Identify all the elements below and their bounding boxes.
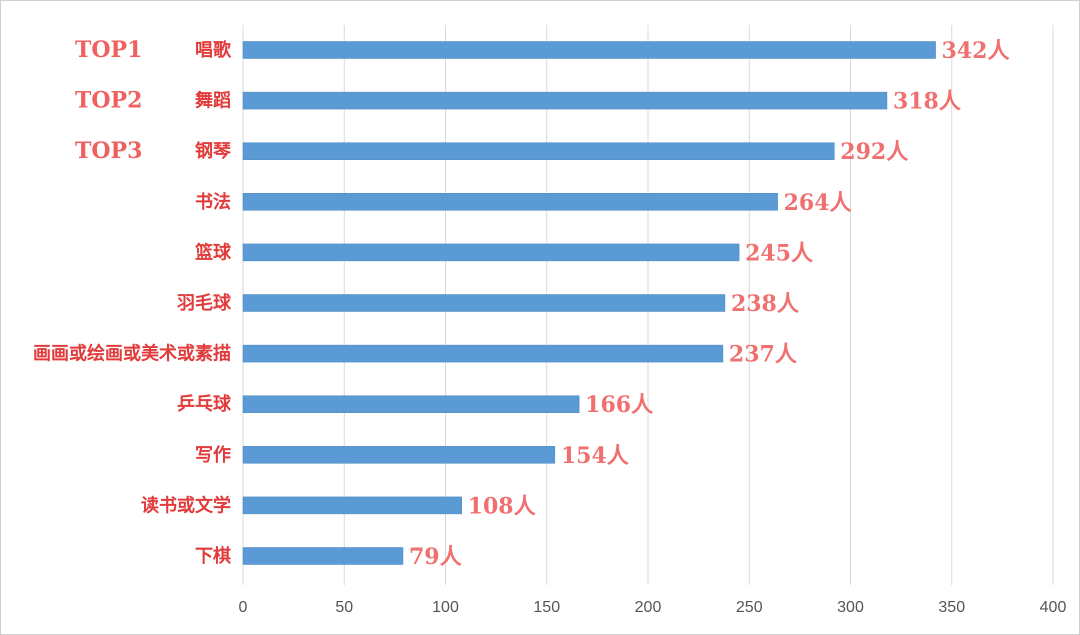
bar xyxy=(242,547,404,565)
category-label: 唱歌 xyxy=(195,39,232,61)
value-label: 79人 xyxy=(409,544,462,570)
value-label: 108人 xyxy=(468,493,536,519)
bar xyxy=(242,142,835,160)
rank-label: TOP1 xyxy=(75,37,142,63)
category-label: 钢琴 xyxy=(195,140,231,162)
value-label: 342人 xyxy=(942,38,1010,64)
category-label: 读书或文学 xyxy=(141,494,231,516)
bar xyxy=(242,344,724,363)
category-label: 羽毛球 xyxy=(177,292,232,314)
x-tick-label: 250 xyxy=(736,599,763,616)
x-tick-label: 150 xyxy=(533,599,560,616)
bar xyxy=(242,243,740,262)
bars xyxy=(242,41,936,565)
category-label: 书法 xyxy=(195,191,231,213)
value-label: 264人 xyxy=(784,190,852,216)
rank-labels: TOP1 TOP2 TOP3 xyxy=(75,37,142,164)
value-label: 166人 xyxy=(585,392,653,418)
category-label: 乒乓球 xyxy=(177,394,232,415)
bar xyxy=(242,41,936,59)
x-tick-label: 350 xyxy=(938,599,965,616)
rank-label: TOP2 xyxy=(75,88,142,114)
x-tick-label: 200 xyxy=(635,599,662,616)
value-label: 237人 xyxy=(729,342,797,368)
rank-label: TOP3 xyxy=(75,138,142,164)
category-label: 舞蹈 xyxy=(195,90,231,112)
category-label: 写作 xyxy=(195,444,231,466)
x-tick-label: 50 xyxy=(335,599,353,616)
x-tick-label: 100 xyxy=(432,599,459,616)
category-label: 画画或绘画或美术或素描 xyxy=(33,343,231,365)
bar xyxy=(242,91,888,110)
bar xyxy=(242,446,556,464)
bar xyxy=(242,395,580,413)
x-tick-label: 300 xyxy=(837,599,864,616)
value-label: 245人 xyxy=(745,240,813,266)
x-tick-label: 0 xyxy=(239,599,248,616)
category-label: 篮球 xyxy=(194,241,232,263)
value-label: 238人 xyxy=(731,291,799,317)
value-label: 318人 xyxy=(893,89,961,115)
value-label: 292人 xyxy=(840,139,908,165)
bar xyxy=(242,496,462,515)
x-tick-label: 400 xyxy=(1040,599,1067,616)
bar xyxy=(242,294,726,312)
category-label: 下棋 xyxy=(195,545,231,567)
value-labels: 342人 318人 292人 264人 245人 238人 237人 166人 154人 108人… xyxy=(409,38,1010,570)
value-label: 154人 xyxy=(561,443,629,469)
bar xyxy=(242,193,778,211)
x-axis-tick-labels: 0 50 100 150 200 250 300 350 400 xyxy=(239,599,1067,616)
